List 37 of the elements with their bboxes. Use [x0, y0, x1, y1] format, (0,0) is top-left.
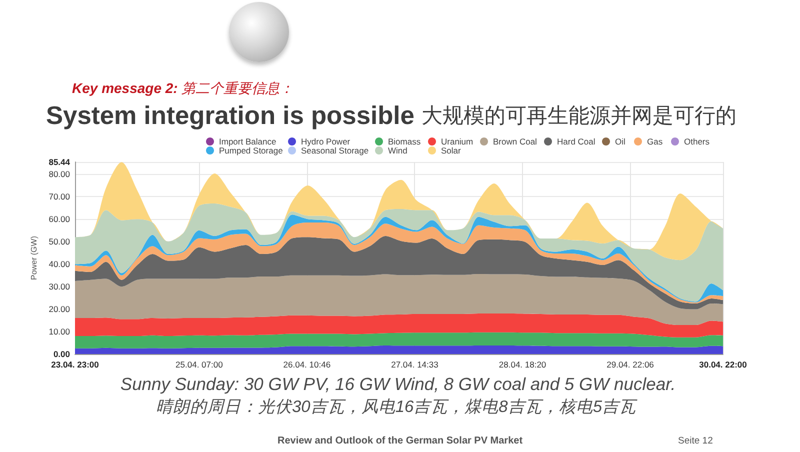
legend-label: Pumped Storage	[219, 146, 284, 156]
y-tick-label: 85.44	[48, 157, 70, 167]
x-tick-label: 27.04. 14:33	[391, 360, 439, 370]
legend-label: Seasonal Storage	[301, 146, 369, 156]
text: Sunny Sunday: 30 GW PV, 16 GW Wind, 8 GW coal and 5 GW nuclear.	[120, 374, 676, 394]
legend-label: Oil	[615, 136, 626, 146]
x-tick-label: 28.04. 18:20	[498, 360, 546, 370]
y-tick-label: 40.00	[48, 259, 70, 270]
chart-subtitle: Key message 2: 第二个重要信息：	[72, 80, 294, 96]
legend-label: Wind	[388, 146, 408, 156]
legend-label: Import Balance	[219, 136, 276, 146]
legend-label: Uranium	[441, 136, 474, 146]
legend-label: Biomass	[388, 136, 421, 146]
y-tick-label: 10.00	[48, 326, 70, 337]
y-tick-label: 0.00	[53, 349, 70, 359]
legend-label: Hydro Power	[301, 136, 350, 146]
y-tick-label: 70.00	[48, 192, 70, 202]
legend-label: Others	[684, 136, 710, 146]
legend-label: Gas	[647, 136, 663, 146]
legend-label: Solar	[441, 146, 462, 156]
text: Review and Outlook of the German Solar PV Market	[277, 436, 524, 446]
chart-title: System integration is possible 大规模的可再生能源并网是可行的	[46, 102, 737, 130]
legend-label: Hard Coal	[557, 136, 596, 146]
y-tick-label: 50.00	[48, 236, 70, 247]
y-tick-label: 80.00	[48, 169, 70, 180]
x-tick-label: 25.04. 07:00	[176, 360, 224, 370]
x-tick-label: 29.04. 22:06	[606, 360, 654, 370]
y-tick-label: 60.00	[48, 214, 70, 224]
legend-label: Brown Coal	[493, 136, 538, 146]
text: Seite 12	[678, 436, 713, 446]
text: 晴朗的周日：光伏30吉瓦，风电16吉瓦，煤电8吉瓦，核电5吉瓦	[156, 397, 638, 416]
x-tick-label: 30.04. 22:00	[699, 360, 748, 370]
x-tick-label: 26.04. 10:46	[283, 360, 331, 370]
y-tick-label: 20.00	[48, 304, 70, 314]
y-tick-label: 30.00	[48, 282, 70, 292]
y-axis-title: Power (GW)	[29, 236, 38, 280]
x-tick-label: 23.04. 23:00	[51, 360, 100, 370]
